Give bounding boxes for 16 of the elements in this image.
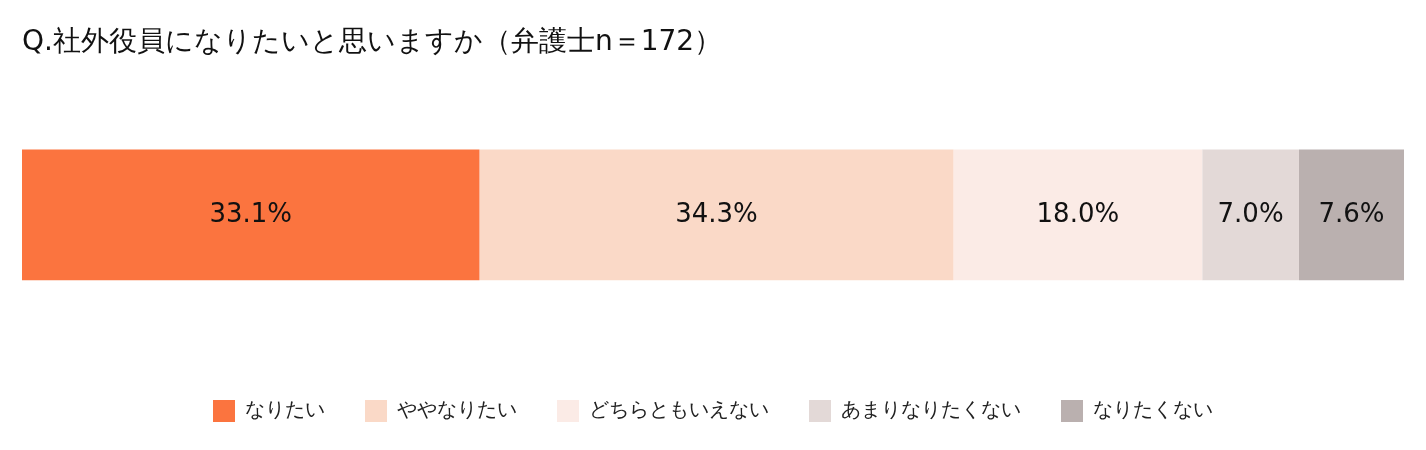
legend-label: ややなりたい bbox=[397, 397, 517, 422]
bar bbox=[479, 149, 954, 281]
bar bbox=[1202, 149, 1299, 281]
bar bbox=[22, 149, 480, 281]
bar bbox=[953, 149, 1203, 281]
legend-label: なりたい bbox=[245, 397, 325, 422]
data-label: 7.6% bbox=[1318, 197, 1385, 228]
data-label: 33.1% bbox=[209, 197, 293, 228]
data-label: 18.0% bbox=[1036, 197, 1120, 228]
bar bbox=[1298, 149, 1404, 281]
legend-label: どちらともいえない bbox=[589, 397, 769, 422]
chart-title: Q.社外役員になりたいと思いますか（弁護士n＝172） bbox=[22, 24, 723, 58]
legend-label: あまりなりたくない bbox=[841, 397, 1021, 422]
data-label: 34.3% bbox=[675, 197, 758, 228]
legend-label: なりたくない bbox=[1093, 397, 1213, 422]
data-label: 7.0% bbox=[1217, 197, 1284, 228]
